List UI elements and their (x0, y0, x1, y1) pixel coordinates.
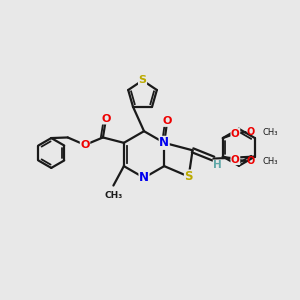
Text: N: N (139, 171, 149, 184)
Text: CH₃: CH₃ (262, 157, 278, 166)
Text: O: O (231, 129, 240, 139)
Text: O: O (247, 156, 255, 166)
Text: O: O (231, 154, 240, 165)
Text: H: H (213, 160, 222, 170)
Text: O: O (163, 116, 172, 126)
Text: O: O (80, 140, 90, 150)
Text: N: N (159, 136, 169, 149)
Text: CH₃: CH₃ (104, 191, 122, 200)
Text: O: O (247, 127, 255, 137)
Text: S: S (139, 75, 146, 85)
Text: CH₃: CH₃ (262, 128, 278, 136)
Text: S: S (184, 170, 193, 183)
Text: O: O (101, 114, 111, 124)
